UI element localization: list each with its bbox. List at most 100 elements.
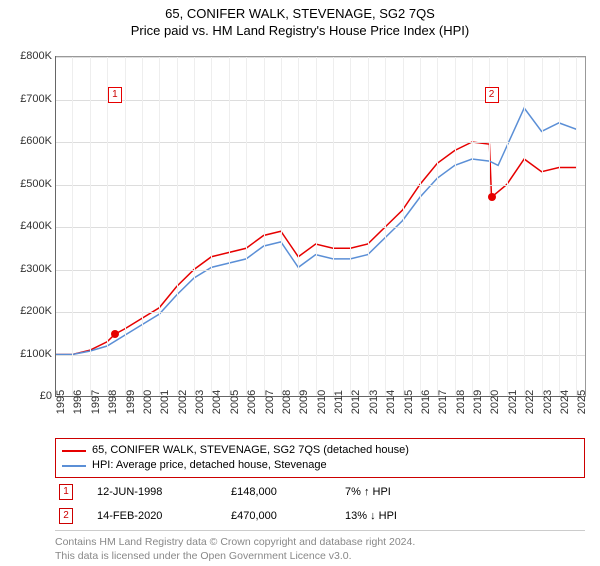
xtick-label: 2016 bbox=[420, 390, 432, 414]
sales-table: 1 12-JUN-1998 £148,000 7% ↑ HPI 2 14-FEB-2020… bbox=[55, 480, 585, 528]
gridline-v bbox=[142, 57, 143, 397]
gridline-v bbox=[211, 57, 212, 397]
sale-row-marker: 2 bbox=[59, 508, 73, 524]
gridline-v bbox=[350, 57, 351, 397]
attribution-line-1: Contains HM Land Registry data © Crown c… bbox=[55, 535, 585, 549]
chart-legend: 65, CONIFER WALK, STEVENAGE, SG2 7QS (de… bbox=[55, 438, 585, 478]
sale-dot-2 bbox=[488, 193, 496, 201]
gridline-v bbox=[524, 57, 525, 397]
gridline-v bbox=[559, 57, 560, 397]
gridline-v bbox=[177, 57, 178, 397]
sale-marker-1: 1 bbox=[108, 87, 122, 103]
xtick-label: 2005 bbox=[229, 390, 241, 414]
gridline-h bbox=[55, 270, 585, 271]
xtick-label: 2004 bbox=[211, 390, 223, 414]
ytick-label: £100K bbox=[20, 348, 52, 360]
xtick-label: 2023 bbox=[542, 390, 554, 414]
gridline-v bbox=[90, 57, 91, 397]
ytick-label: £400K bbox=[20, 220, 52, 232]
gridline-h bbox=[55, 57, 585, 58]
gridline-v bbox=[542, 57, 543, 397]
xtick-label: 2019 bbox=[472, 390, 484, 414]
xtick-label: 2009 bbox=[298, 390, 310, 414]
xtick-label: 2002 bbox=[177, 390, 189, 414]
xtick-label: 2015 bbox=[403, 390, 415, 414]
sale-row-marker: 1 bbox=[59, 484, 73, 500]
gridline-v bbox=[194, 57, 195, 397]
xtick-label: 1998 bbox=[107, 390, 119, 414]
attribution-line-2: This data is licensed under the Open Gov… bbox=[55, 549, 585, 563]
gridline-v bbox=[385, 57, 386, 397]
legend-swatch bbox=[62, 450, 86, 452]
gridline-v bbox=[316, 57, 317, 397]
sale-date: 14-FEB-2020 bbox=[97, 510, 207, 522]
xtick-label: 2014 bbox=[385, 390, 397, 414]
xtick-label: 2012 bbox=[350, 390, 362, 414]
chart-subtitle: Price paid vs. HM Land Registry's House … bbox=[0, 23, 600, 38]
xtick-label: 2010 bbox=[316, 390, 328, 414]
gridline-v bbox=[437, 57, 438, 397]
gridline-v bbox=[246, 57, 247, 397]
xtick-label: 1997 bbox=[90, 390, 102, 414]
sale-diff: 7% ↑ HPI bbox=[345, 486, 391, 498]
sale-date: 12-JUN-1998 bbox=[97, 486, 207, 498]
gridline-v bbox=[72, 57, 73, 397]
xtick-label: 2022 bbox=[524, 390, 536, 414]
chart-title: 65, CONIFER WALK, STEVENAGE, SG2 7QS bbox=[0, 6, 600, 21]
gridline-h bbox=[55, 185, 585, 186]
gridline-v bbox=[403, 57, 404, 397]
gridline-v bbox=[159, 57, 160, 397]
legend-label: 65, CONIFER WALK, STEVENAGE, SG2 7QS (de… bbox=[92, 443, 409, 458]
legend-item: 65, CONIFER WALK, STEVENAGE, SG2 7QS (de… bbox=[62, 443, 578, 458]
gridline-v bbox=[455, 57, 456, 397]
xtick-label: 1999 bbox=[125, 390, 137, 414]
sale-dot-1 bbox=[111, 330, 119, 338]
xtick-label: 2001 bbox=[159, 390, 171, 414]
sale-row: 214-FEB-2020£470,00013% ↓ HPI bbox=[55, 504, 585, 528]
gridline-v bbox=[420, 57, 421, 397]
gridline-v bbox=[107, 57, 108, 397]
gridline-v bbox=[125, 57, 126, 397]
xtick-label: 2020 bbox=[489, 390, 501, 414]
xtick-label: 1995 bbox=[55, 390, 67, 414]
xtick-label: 2003 bbox=[194, 390, 206, 414]
gridline-v bbox=[333, 57, 334, 397]
y-axis bbox=[55, 56, 56, 396]
gridline-v bbox=[229, 57, 230, 397]
gridline-h bbox=[55, 100, 585, 101]
gridline-h bbox=[55, 312, 585, 313]
xtick-label: 2025 bbox=[576, 390, 588, 414]
xtick-label: 2006 bbox=[246, 390, 258, 414]
gridline-v bbox=[576, 57, 577, 397]
xtick-label: 2017 bbox=[437, 390, 449, 414]
xtick-label: 1996 bbox=[72, 390, 84, 414]
gridline-v bbox=[264, 57, 265, 397]
gridline-v bbox=[507, 57, 508, 397]
xtick-label: 2008 bbox=[281, 390, 293, 414]
chart-plot-area: 12 bbox=[55, 56, 586, 397]
ytick-label: £600K bbox=[20, 135, 52, 147]
ytick-label: £0 bbox=[40, 390, 52, 402]
xtick-label: 2024 bbox=[559, 390, 571, 414]
legend-item: HPI: Average price, detached house, Stev… bbox=[62, 458, 578, 473]
xtick-label: 2013 bbox=[368, 390, 380, 414]
xtick-label: 2000 bbox=[142, 390, 154, 414]
xtick-label: 2007 bbox=[264, 390, 276, 414]
gridline-h bbox=[55, 355, 585, 356]
ytick-label: £200K bbox=[20, 305, 52, 317]
gridline-h bbox=[55, 227, 585, 228]
xtick-label: 2018 bbox=[455, 390, 467, 414]
legend-swatch bbox=[62, 465, 86, 467]
xtick-label: 2021 bbox=[507, 390, 519, 414]
ytick-label: £500K bbox=[20, 178, 52, 190]
attribution-text: Contains HM Land Registry data © Crown c… bbox=[55, 530, 585, 563]
sale-price: £148,000 bbox=[231, 486, 321, 498]
ytick-label: £800K bbox=[20, 50, 52, 62]
gridline-v bbox=[368, 57, 369, 397]
sale-row: 1 12-JUN-1998 £148,000 7% ↑ HPI bbox=[55, 480, 585, 504]
sale-marker-2: 2 bbox=[485, 87, 499, 103]
gridline-h bbox=[55, 142, 585, 143]
gridline-v bbox=[281, 57, 282, 397]
sale-diff: 13% ↓ HPI bbox=[345, 510, 397, 522]
legend-label: HPI: Average price, detached house, Stev… bbox=[92, 458, 327, 473]
